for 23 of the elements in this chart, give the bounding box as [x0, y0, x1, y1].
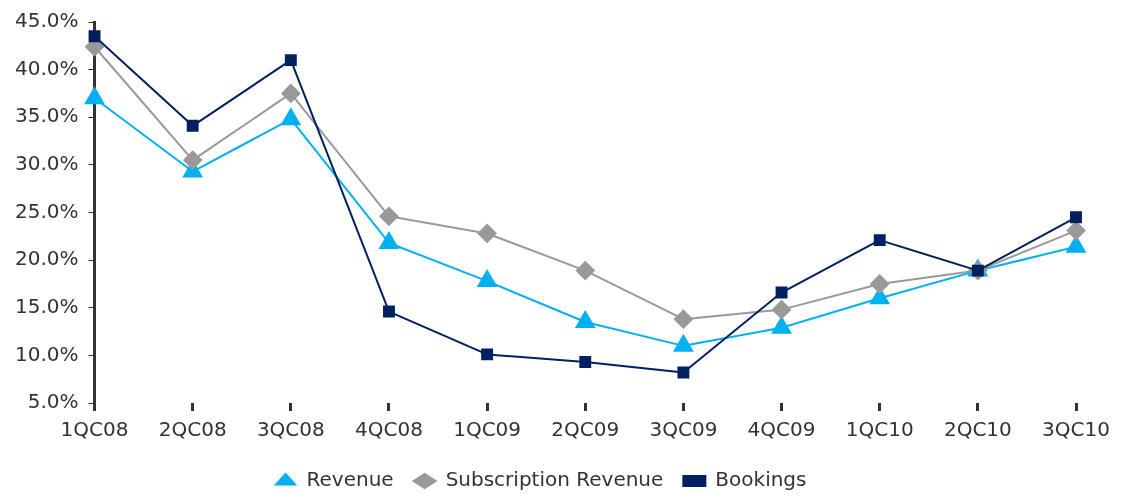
x-tick-label: 3QC09	[649, 417, 718, 442]
legend-label: Subscription Revenue	[445, 467, 664, 492]
y-tick-label: 35.0%	[14, 103, 79, 128]
legend-label: Revenue	[306, 467, 394, 492]
x-tick-label: 3QC10	[1042, 417, 1110, 442]
y-tick-label: 5.0%	[27, 389, 79, 414]
x-tick-label: 4QC08	[355, 417, 423, 442]
x-tick-label: 4QC09	[747, 417, 816, 442]
x-tick-label: 2QC09	[551, 417, 620, 442]
x-tick-label: 2QC08	[158, 417, 227, 442]
x-tick-label: 1QC09	[453, 417, 522, 442]
y-tick-label: 45.0%	[14, 8, 79, 33]
y-tick-label: 25.0%	[14, 198, 79, 223]
y-tick-label: 30.0%	[14, 151, 79, 176]
x-tick-label: 1QC10	[845, 417, 914, 442]
y-tick-label: 15.0%	[14, 293, 79, 318]
y-tick-label: 20.0%	[14, 246, 79, 271]
x-tick-label: 1QC08	[60, 417, 129, 442]
x-tick-label: 3QC08	[256, 417, 325, 442]
x-tick-label: 2QC10	[943, 417, 1012, 442]
y-tick-label: 40.0%	[14, 55, 79, 80]
y-tick-label: 10.0%	[14, 341, 79, 366]
legend-label: Bookings	[715, 467, 807, 492]
